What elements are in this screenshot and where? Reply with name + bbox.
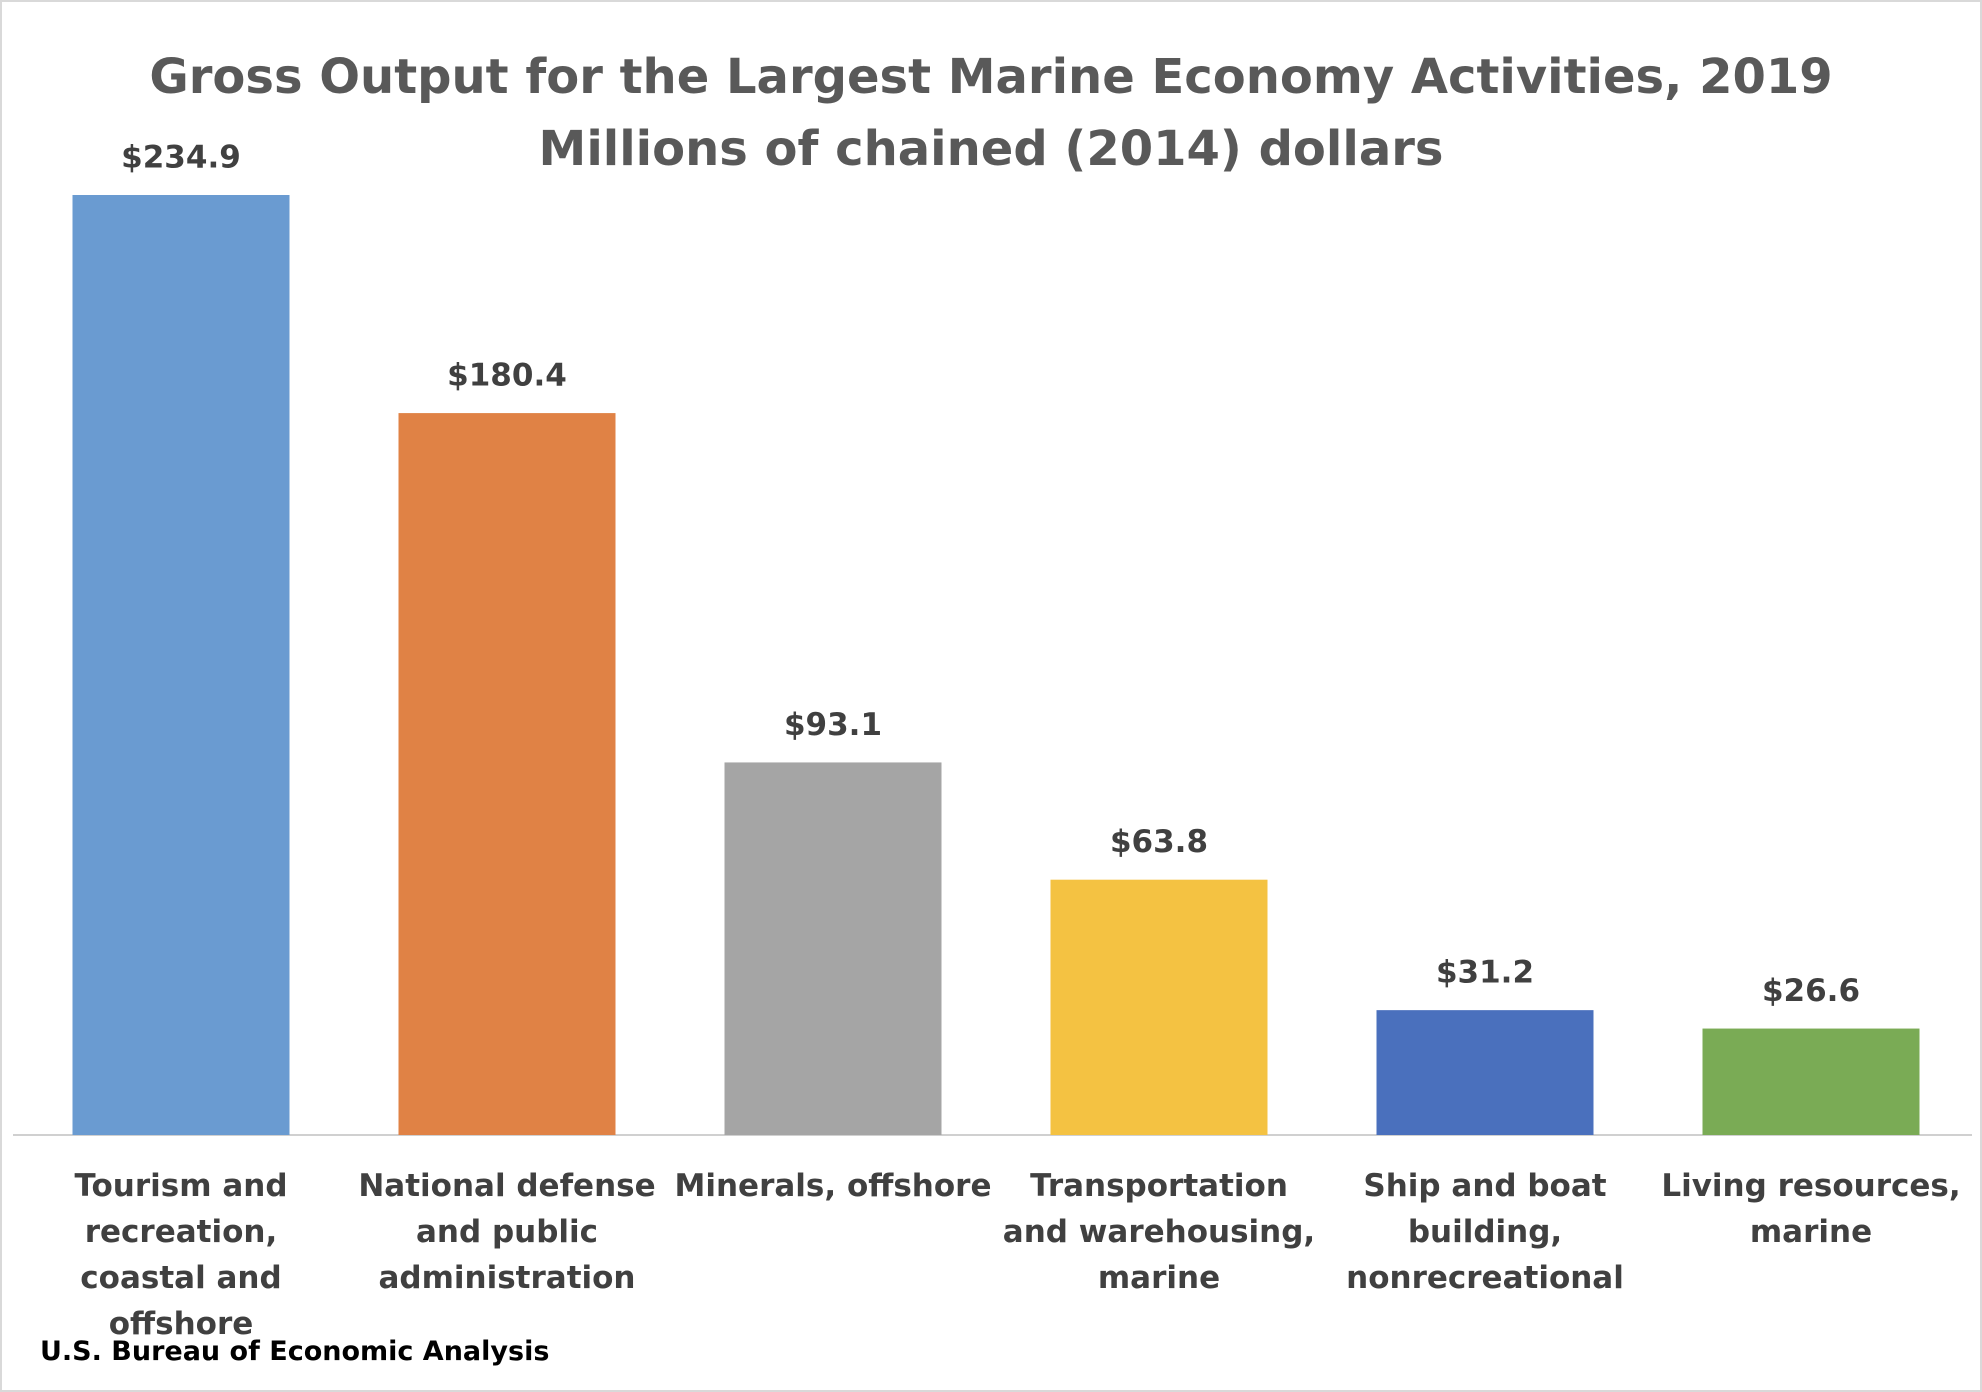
value-label: $234.9 bbox=[121, 140, 241, 176]
bar bbox=[1050, 879, 1268, 1135]
bar bbox=[1376, 1010, 1594, 1135]
bar bbox=[72, 195, 290, 1135]
value-label: $93.1 bbox=[784, 707, 882, 743]
x-tick-label: Living resources, marine bbox=[1661, 1168, 1961, 1250]
value-label: $63.8 bbox=[1110, 824, 1208, 860]
x-tick-label: Ship and boat building, nonrecreational bbox=[1346, 1168, 1624, 1296]
x-tick-label: Tourism and recreation, coastal and offs… bbox=[74, 1168, 288, 1342]
x-tick-label: Minerals, offshore bbox=[674, 1168, 992, 1204]
bar bbox=[398, 413, 616, 1136]
x-tick-label: National defense and public administrati… bbox=[358, 1168, 656, 1296]
value-label: $31.2 bbox=[1436, 955, 1534, 991]
bar bbox=[724, 762, 942, 1135]
value-label: $26.6 bbox=[1762, 973, 1860, 1009]
source-note: U.S. Bureau of Economic Analysis bbox=[40, 1336, 550, 1367]
chart-subtitle: Millions of chained (2014) dollars bbox=[539, 121, 1444, 177]
chart-title: Gross Output for the Largest Marine Econ… bbox=[149, 49, 1832, 105]
bar bbox=[1702, 1028, 1920, 1135]
x-tick-label: Transportation and warehousing, marine bbox=[1002, 1168, 1316, 1296]
value-label: $180.4 bbox=[447, 358, 567, 394]
